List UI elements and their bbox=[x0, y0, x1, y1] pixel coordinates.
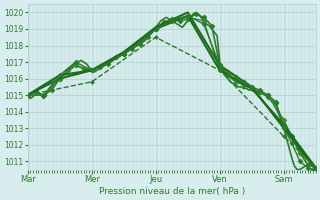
X-axis label: Pression niveau de la mer( hPa ): Pression niveau de la mer( hPa ) bbox=[99, 187, 245, 196]
